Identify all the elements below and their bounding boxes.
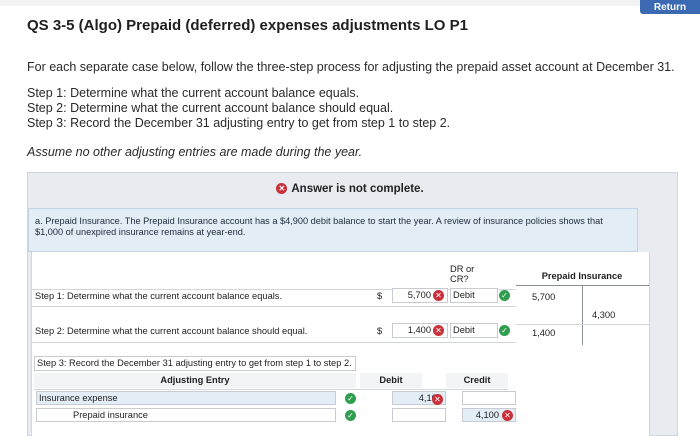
x-circle-icon: ✕ [433,290,444,301]
worksheet: DR or CR? Prepaid Insurance Step 1: Dete… [31,252,650,436]
dr-cr-header: DR or CR? [450,264,475,284]
answer-status: ✕ Answer is not complete. [0,183,700,195]
x-circle-icon: ✕ [276,183,288,195]
step-2-currency: $ [377,326,383,336]
t-credit: 4,300 [592,310,616,320]
check-circle-icon: ✓ [499,290,510,301]
x-circle-icon: ✕ [502,410,513,421]
question-box: a. Prepaid Insurance. The Prepaid Insura… [28,208,638,252]
entry-credit-1[interactable] [462,391,516,405]
page-title: QS 3-5 (Algo) Prepaid (deferred) expense… [27,17,468,34]
debit-header: Debit [360,373,422,388]
entry-account-2[interactable]: Prepaid insurance [36,408,336,422]
t-debit-2: 1,400 [532,328,556,338]
answer-status-text: Answer is not complete. [291,183,424,195]
x-circle-icon: ✕ [433,325,444,336]
t-debit-1: 5,700 [532,292,556,302]
step-2-instruction: Step 2: Determine what the current accou… [27,101,394,115]
intro-text: For each separate case below, follow the… [27,60,675,74]
step-1-instruction: Step 1: Determine what the current accou… [27,86,360,100]
step-1-drcr-select[interactable]: Debit [450,288,498,303]
credit-header: Credit [446,373,508,388]
step-3-label: Step 3: Record the December 31 adjusting… [34,356,356,371]
check-circle-icon: ✓ [345,393,356,404]
entry-account-1[interactable]: Insurance expense [36,391,336,405]
adjusting-entry-header: Adjusting Entry [34,373,356,388]
check-circle-icon: ✓ [499,325,510,336]
step-1-label: Step 1: Determine what the current accou… [35,291,283,301]
t-account-header: Prepaid Insurance [541,271,623,281]
step-2-drcr-select[interactable]: Debit [450,323,498,338]
assumption-text: Assume no other adjusting entries are ma… [27,145,363,159]
x-circle-icon: ✕ [432,394,443,405]
entry-debit-2[interactable] [392,408,446,422]
step-1-currency: $ [377,291,383,301]
return-button[interactable]: Return [640,0,700,14]
step-3-instruction: Step 3: Record the December 31 adjusting… [27,116,451,130]
check-circle-icon: ✓ [345,410,356,421]
top-strip [0,0,700,6]
step-2-label: Step 2: Determine what the current accou… [35,326,308,336]
